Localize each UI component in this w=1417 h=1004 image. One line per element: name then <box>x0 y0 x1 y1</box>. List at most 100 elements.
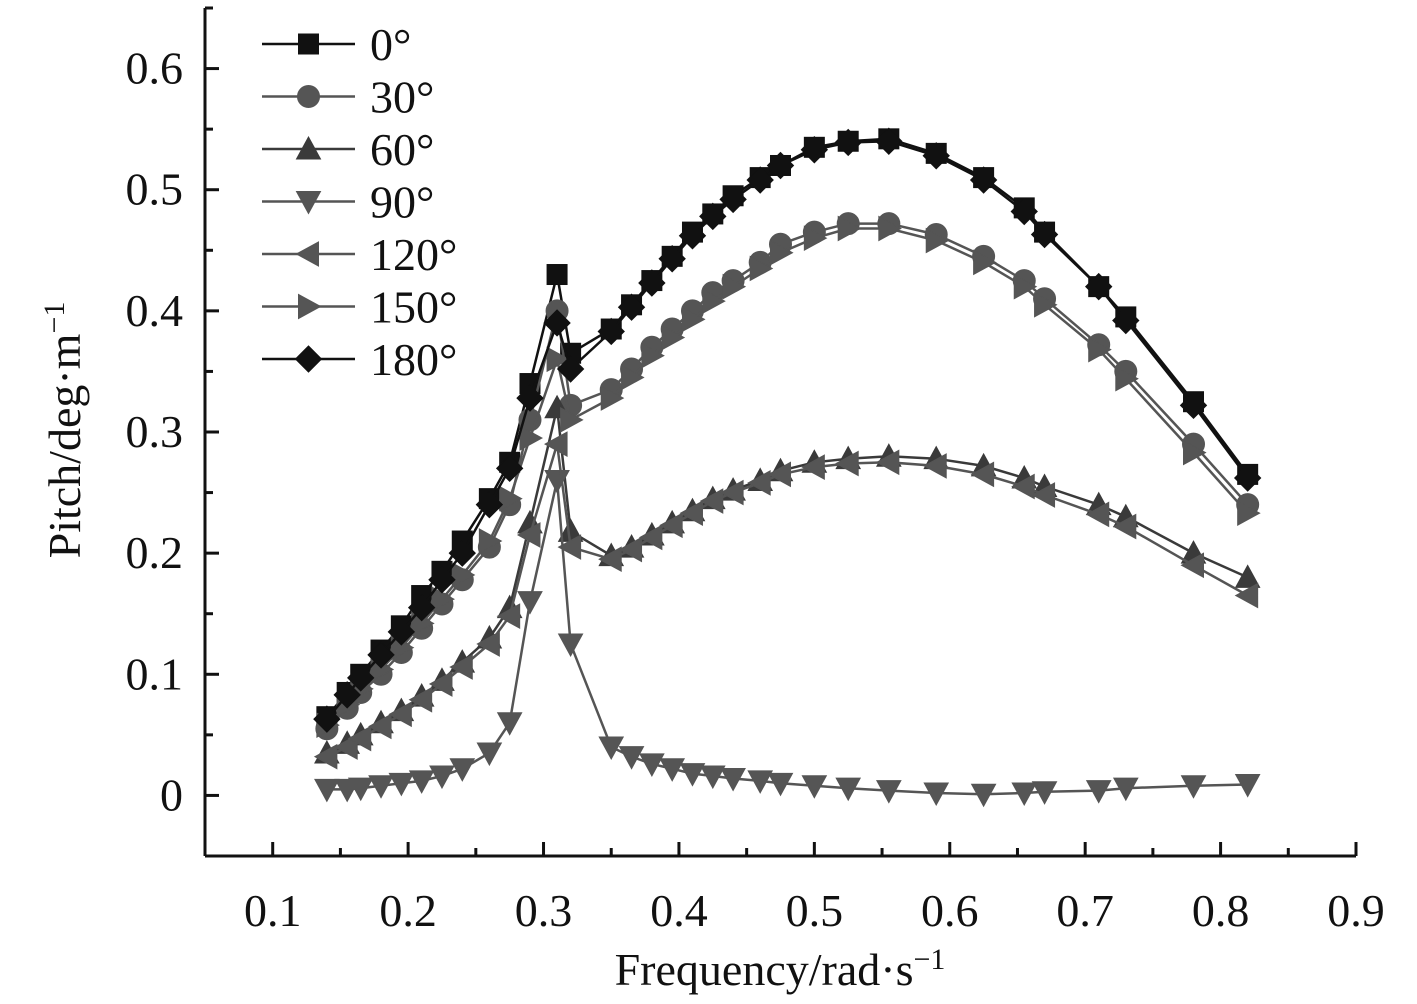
data-point <box>428 566 456 594</box>
legend-item: 30° <box>262 72 434 123</box>
series-0 <box>316 128 1259 728</box>
series-line <box>325 137 1249 718</box>
data-point <box>878 215 902 242</box>
data-point <box>875 449 900 476</box>
legend-label: 30° <box>370 72 434 123</box>
data-point <box>658 245 686 273</box>
data-point <box>1180 552 1205 579</box>
x-tick-label: 0.8 <box>1192 885 1250 936</box>
x-axis-title-main: Frequency/rad·s <box>615 944 914 995</box>
data-point <box>1010 197 1038 226</box>
data-point <box>618 746 645 770</box>
data-point <box>1031 781 1058 805</box>
data-point <box>1013 273 1038 300</box>
data-point <box>702 288 726 315</box>
data-point <box>1030 220 1059 249</box>
data-point <box>973 249 997 276</box>
y-tick-label: 0.2 <box>126 527 184 578</box>
data-point <box>767 772 794 797</box>
data-point <box>476 631 500 657</box>
series-line <box>326 443 1249 758</box>
legend-marker <box>294 345 323 373</box>
data-point <box>681 306 706 333</box>
data-point <box>387 618 416 646</box>
data-point <box>449 654 473 680</box>
data-point <box>1034 291 1058 318</box>
data-point <box>408 686 433 713</box>
data-point <box>617 293 646 321</box>
data-point <box>746 166 774 194</box>
data-point <box>598 736 625 761</box>
data-point <box>1115 365 1139 392</box>
y-tick-label: 0.5 <box>126 164 184 215</box>
legend-item: 150° <box>262 282 457 333</box>
y-axis-title-sup: −1 <box>38 302 71 334</box>
data-point <box>388 772 415 797</box>
data-point <box>641 342 665 369</box>
data-point <box>334 734 358 760</box>
data-point <box>448 539 476 567</box>
data-point <box>598 546 622 573</box>
data-point <box>1112 777 1139 802</box>
data-point <box>1179 391 1208 420</box>
data-point <box>367 713 392 740</box>
data-point <box>475 490 504 519</box>
data-point <box>659 758 686 782</box>
data-point <box>875 127 903 155</box>
data-point <box>801 454 825 480</box>
data-point <box>560 407 584 433</box>
data-point <box>835 450 859 477</box>
data-point <box>388 701 412 728</box>
data-point <box>544 431 568 457</box>
data-point <box>1011 473 1035 500</box>
x-axis-title: Frequency/rad·s−1 <box>615 943 946 995</box>
legend-label: 0° <box>370 19 411 70</box>
data-point <box>499 485 523 512</box>
data-point <box>516 522 541 548</box>
data-point <box>1234 774 1261 798</box>
data-point <box>699 202 727 231</box>
data-point <box>1085 780 1112 804</box>
data-point <box>368 775 394 799</box>
x-tick-label: 0.2 <box>379 885 437 936</box>
data-point <box>803 225 828 252</box>
data-point <box>747 770 774 794</box>
data-point <box>1234 582 1259 609</box>
y-tick-label: 0.1 <box>126 648 184 699</box>
data-point <box>720 767 746 792</box>
legend-item: 180° <box>262 334 457 385</box>
y-tick-label: 0.6 <box>126 43 184 94</box>
legend-marker <box>295 135 322 160</box>
data-point <box>408 770 435 794</box>
data-point <box>347 725 372 752</box>
data-point <box>837 215 862 242</box>
x-tick-label: 0.6 <box>921 885 979 936</box>
x-tick-label: 0.4 <box>650 885 708 936</box>
data-point <box>722 273 747 300</box>
data-point <box>618 536 643 563</box>
data-point <box>1088 336 1112 363</box>
y-tick-label: 0 <box>160 769 183 820</box>
data-point <box>720 479 744 506</box>
data-point <box>496 603 521 629</box>
data-point <box>749 255 774 282</box>
data-point <box>923 453 947 479</box>
series-6 <box>313 127 1262 733</box>
data-point <box>661 324 686 351</box>
data-point <box>367 641 395 669</box>
data-point <box>1085 501 1110 528</box>
data-point <box>1011 782 1038 807</box>
data-point <box>770 239 794 266</box>
data-point <box>516 384 544 412</box>
legend-marker <box>297 85 320 108</box>
data-point <box>517 591 543 615</box>
data-point <box>875 780 902 804</box>
legend-label: 180° <box>370 334 457 385</box>
data-point <box>801 775 828 799</box>
data-point <box>449 758 476 782</box>
data-point <box>546 346 571 373</box>
legend-item: 120° <box>262 229 457 280</box>
data-point <box>1031 482 1056 508</box>
data-point <box>1085 272 1113 301</box>
